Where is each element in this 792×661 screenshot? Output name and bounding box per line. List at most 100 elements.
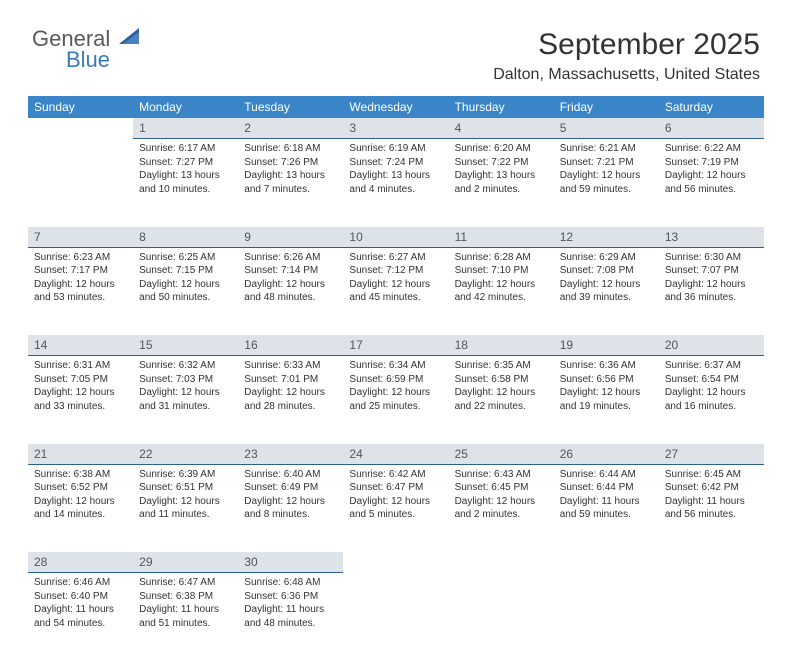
sunrise-line: Sunrise: 6:38 AM xyxy=(34,468,127,482)
day-number-cell: 2 xyxy=(238,118,343,139)
day-number-cell: 14 xyxy=(28,335,133,356)
daylight-line: Daylight: 12 hours and 39 minutes. xyxy=(560,278,653,305)
day-content-row: Sunrise: 6:17 AMSunset: 7:27 PMDaylight:… xyxy=(28,139,764,227)
day-number-cell xyxy=(554,552,659,573)
day-number-cell: 21 xyxy=(28,444,133,465)
sunset-line: Sunset: 6:49 PM xyxy=(244,481,337,495)
sunrise-line: Sunrise: 6:29 AM xyxy=(560,251,653,265)
day-content-cell xyxy=(659,573,764,661)
day-content-cell: Sunrise: 6:37 AMSunset: 6:54 PMDaylight:… xyxy=(659,356,764,444)
day-number-cell: 27 xyxy=(659,444,764,465)
daylight-line: Daylight: 12 hours and 36 minutes. xyxy=(665,278,758,305)
calendar-header-cell: Tuesday xyxy=(238,96,343,118)
sunrise-line: Sunrise: 6:35 AM xyxy=(455,359,548,373)
day-number-cell: 16 xyxy=(238,335,343,356)
day-content-cell: Sunrise: 6:38 AMSunset: 6:52 PMDaylight:… xyxy=(28,464,133,552)
day-number-cell: 10 xyxy=(343,227,448,248)
day-content-cell: Sunrise: 6:27 AMSunset: 7:12 PMDaylight:… xyxy=(343,247,448,335)
day-content-row: Sunrise: 6:38 AMSunset: 6:52 PMDaylight:… xyxy=(28,464,764,552)
day-number-cell: 20 xyxy=(659,335,764,356)
daylight-line: Daylight: 12 hours and 50 minutes. xyxy=(139,278,232,305)
sunset-line: Sunset: 6:58 PM xyxy=(455,373,548,387)
day-content-cell: Sunrise: 6:28 AMSunset: 7:10 PMDaylight:… xyxy=(449,247,554,335)
sunset-line: Sunset: 7:26 PM xyxy=(244,156,337,170)
day-content-cell: Sunrise: 6:42 AMSunset: 6:47 PMDaylight:… xyxy=(343,464,448,552)
daylight-line: Daylight: 12 hours and 8 minutes. xyxy=(244,495,337,522)
sunrise-line: Sunrise: 6:23 AM xyxy=(34,251,127,265)
day-content-cell: Sunrise: 6:26 AMSunset: 7:14 PMDaylight:… xyxy=(238,247,343,335)
day-content-cell: Sunrise: 6:20 AMSunset: 7:22 PMDaylight:… xyxy=(449,139,554,227)
day-content-cell xyxy=(449,573,554,661)
sunset-line: Sunset: 6:40 PM xyxy=(34,590,127,604)
sunset-line: Sunset: 6:44 PM xyxy=(560,481,653,495)
day-content-cell: Sunrise: 6:46 AMSunset: 6:40 PMDaylight:… xyxy=(28,573,133,661)
sunrise-line: Sunrise: 6:33 AM xyxy=(244,359,337,373)
sunset-line: Sunset: 7:17 PM xyxy=(34,264,127,278)
day-number-cell: 12 xyxy=(554,227,659,248)
day-content-cell xyxy=(554,573,659,661)
day-number-cell xyxy=(28,118,133,139)
day-content-cell: Sunrise: 6:33 AMSunset: 7:01 PMDaylight:… xyxy=(238,356,343,444)
sunrise-line: Sunrise: 6:18 AM xyxy=(244,142,337,156)
day-number-cell: 28 xyxy=(28,552,133,573)
daylight-line: Daylight: 12 hours and 14 minutes. xyxy=(34,495,127,522)
day-number-cell: 15 xyxy=(133,335,238,356)
calendar-header-cell: Monday xyxy=(133,96,238,118)
sunrise-line: Sunrise: 6:19 AM xyxy=(349,142,442,156)
calendar-header-cell: Thursday xyxy=(449,96,554,118)
sunset-line: Sunset: 7:27 PM xyxy=(139,156,232,170)
day-number-cell: 22 xyxy=(133,444,238,465)
day-number-row: 78910111213 xyxy=(28,227,764,248)
day-number-row: 14151617181920 xyxy=(28,335,764,356)
sunrise-line: Sunrise: 6:26 AM xyxy=(244,251,337,265)
day-number-cell: 6 xyxy=(659,118,764,139)
day-content-cell: Sunrise: 6:19 AMSunset: 7:24 PMDaylight:… xyxy=(343,139,448,227)
daylight-line: Daylight: 12 hours and 16 minutes. xyxy=(665,386,758,413)
sunset-line: Sunset: 7:21 PM xyxy=(560,156,653,170)
day-number-cell: 19 xyxy=(554,335,659,356)
sunset-line: Sunset: 6:42 PM xyxy=(665,481,758,495)
day-content-cell: Sunrise: 6:21 AMSunset: 7:21 PMDaylight:… xyxy=(554,139,659,227)
logo: General Blue xyxy=(32,28,143,73)
day-number-cell: 23 xyxy=(238,444,343,465)
daylight-line: Daylight: 12 hours and 11 minutes. xyxy=(139,495,232,522)
sunset-line: Sunset: 6:45 PM xyxy=(455,481,548,495)
day-number-cell: 5 xyxy=(554,118,659,139)
sunset-line: Sunset: 7:22 PM xyxy=(455,156,548,170)
daylight-line: Daylight: 12 hours and 5 minutes. xyxy=(349,495,442,522)
sunset-line: Sunset: 7:15 PM xyxy=(139,264,232,278)
daylight-line: Daylight: 12 hours and 28 minutes. xyxy=(244,386,337,413)
day-number-cell: 1 xyxy=(133,118,238,139)
sunrise-line: Sunrise: 6:37 AM xyxy=(665,359,758,373)
day-content-cell: Sunrise: 6:44 AMSunset: 6:44 PMDaylight:… xyxy=(554,464,659,552)
day-number-cell xyxy=(659,552,764,573)
sunset-line: Sunset: 7:01 PM xyxy=(244,373,337,387)
day-number-cell xyxy=(449,552,554,573)
day-content-cell: Sunrise: 6:23 AMSunset: 7:17 PMDaylight:… xyxy=(28,247,133,335)
sunset-line: Sunset: 7:14 PM xyxy=(244,264,337,278)
daylight-line: Daylight: 13 hours and 7 minutes. xyxy=(244,169,337,196)
location-subtitle: Dalton, Massachusetts, United States xyxy=(493,66,760,84)
daylight-line: Daylight: 12 hours and 56 minutes. xyxy=(665,169,758,196)
calendar-body: 123456Sunrise: 6:17 AMSunset: 7:27 PMDay… xyxy=(28,118,764,661)
sunset-line: Sunset: 7:03 PM xyxy=(139,373,232,387)
day-number-cell: 8 xyxy=(133,227,238,248)
sunrise-line: Sunrise: 6:46 AM xyxy=(34,576,127,590)
day-content-cell: Sunrise: 6:25 AMSunset: 7:15 PMDaylight:… xyxy=(133,247,238,335)
sunset-line: Sunset: 7:24 PM xyxy=(349,156,442,170)
day-number-cell: 29 xyxy=(133,552,238,573)
daylight-line: Daylight: 12 hours and 45 minutes. xyxy=(349,278,442,305)
sunrise-line: Sunrise: 6:27 AM xyxy=(349,251,442,265)
sunrise-line: Sunrise: 6:32 AM xyxy=(139,359,232,373)
day-content-cell: Sunrise: 6:17 AMSunset: 7:27 PMDaylight:… xyxy=(133,139,238,227)
sunrise-line: Sunrise: 6:47 AM xyxy=(139,576,232,590)
daylight-line: Daylight: 12 hours and 19 minutes. xyxy=(560,386,653,413)
sunset-line: Sunset: 7:05 PM xyxy=(34,373,127,387)
sunset-line: Sunset: 6:36 PM xyxy=(244,590,337,604)
day-content-cell: Sunrise: 6:18 AMSunset: 7:26 PMDaylight:… xyxy=(238,139,343,227)
day-content-cell: Sunrise: 6:40 AMSunset: 6:49 PMDaylight:… xyxy=(238,464,343,552)
day-number-cell: 7 xyxy=(28,227,133,248)
sunrise-line: Sunrise: 6:42 AM xyxy=(349,468,442,482)
daylight-line: Daylight: 11 hours and 51 minutes. xyxy=(139,603,232,630)
logo-sail-icon xyxy=(119,28,143,51)
